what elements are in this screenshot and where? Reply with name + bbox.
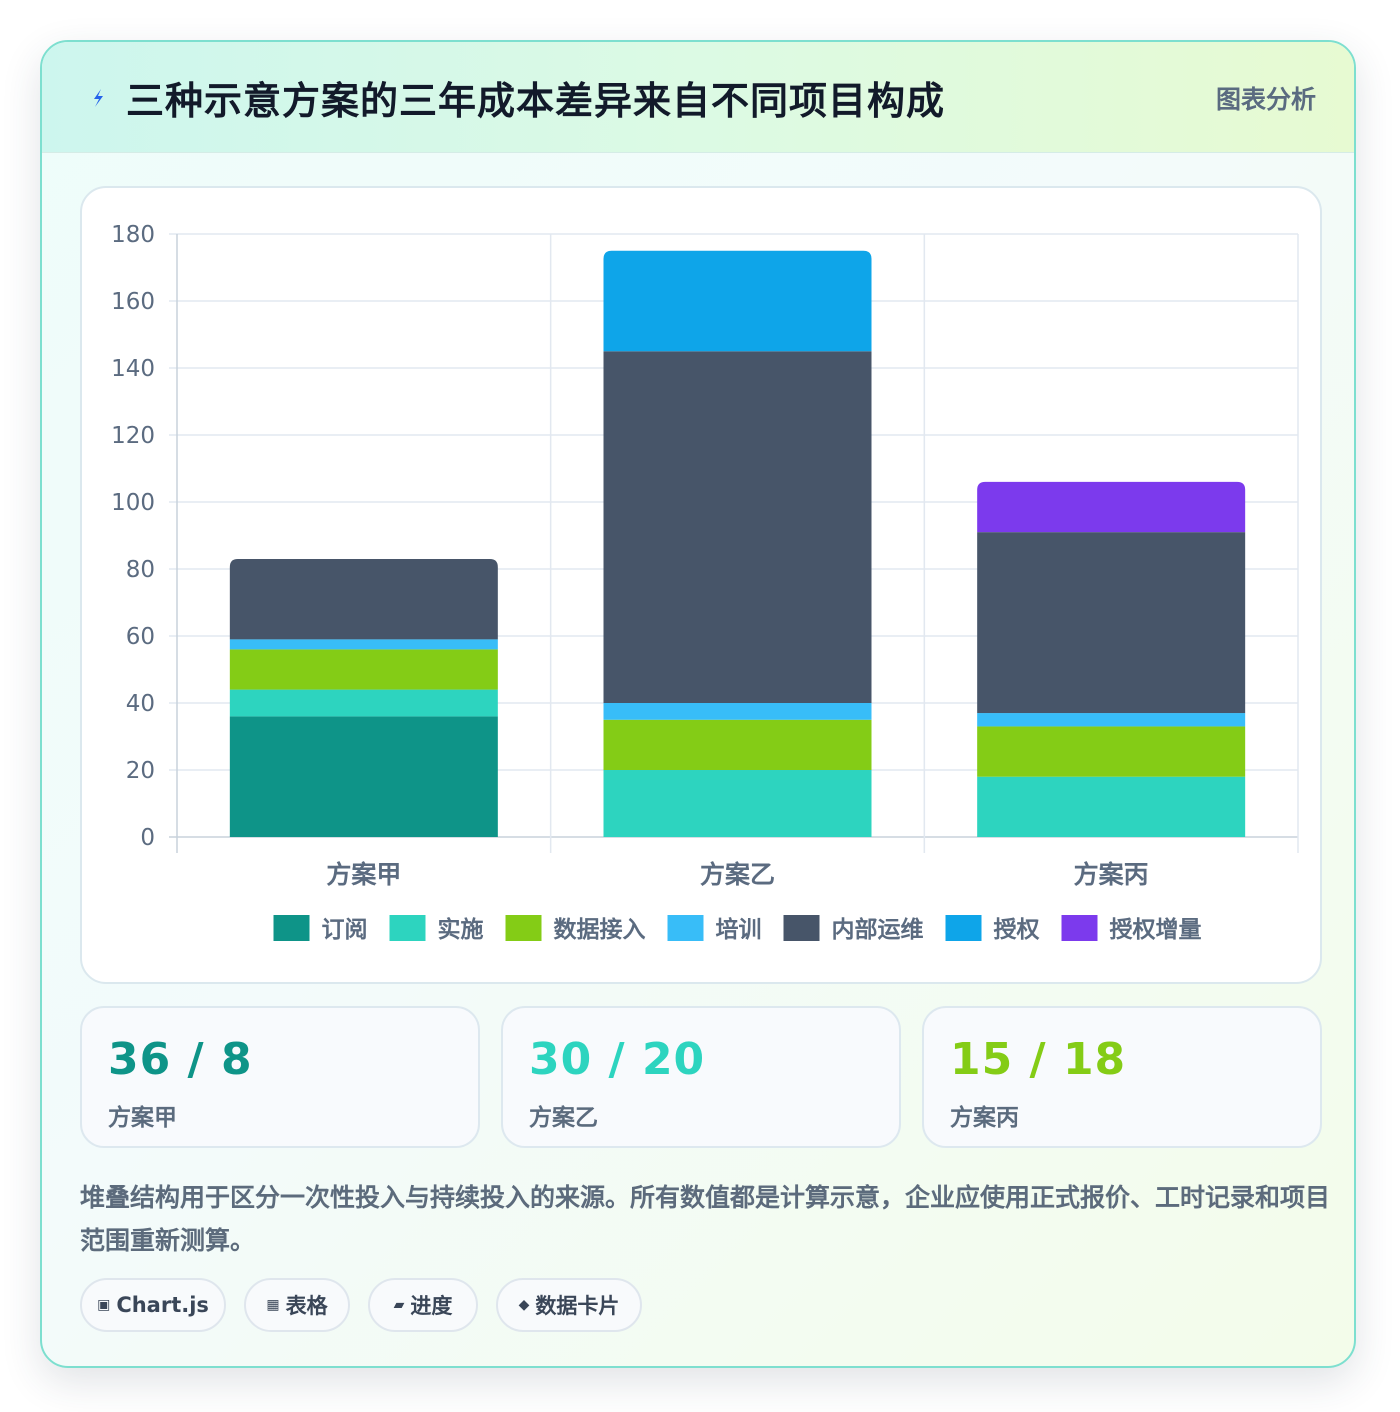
chart-card: 三种示意方案的三年成本差异来自不同项目构成 图表分析 0 20 40 60 80 100 1… — [40, 40, 1356, 1368]
bar-segment — [229, 558, 498, 640]
bar-segment — [977, 481, 1246, 533]
stat-cards: 36 / 8 方案甲 30 / 20 方案乙 15 / 18 方案丙 — [80, 1006, 1322, 1148]
legend-label: 订阅 — [322, 917, 368, 943]
lightning-icon — [94, 89, 103, 107]
chart-description: 堆叠结构用于区分一次性投入与持续投入的来源。所有数值都是计算示意，企业应使用正式… — [80, 1183, 1331, 1255]
stat-card: 36 / 8 方案甲 — [80, 1006, 480, 1148]
page-title: 三种示意方案的三年成本差异来自不同项目构成 — [126, 79, 946, 123]
tag-label: 数据卡片 — [535, 1294, 620, 1318]
bar-segment — [603, 719, 872, 770]
legend-swatch — [1061, 915, 1098, 941]
bar-segment — [229, 649, 498, 690]
tag-label: 表格 — [285, 1294, 328, 1318]
tag-list: ▣ Chart.js ▦ 表格 ▰ 进度 ◆ 数据卡片 — [80, 1278, 1320, 1334]
y-tick-label: 180 — [111, 222, 155, 248]
y-tick-label: 120 — [111, 423, 155, 449]
y-tick-label: 100 — [111, 490, 155, 516]
legend-swatch — [505, 915, 542, 941]
bar-segment — [977, 726, 1246, 777]
legend-swatch — [945, 915, 982, 941]
y-tick-label: 80 — [126, 557, 155, 583]
bar-segment — [603, 250, 872, 352]
tag-data-card[interactable]: ◆ 数据卡片 — [496, 1278, 642, 1332]
bar-segment — [977, 713, 1246, 727]
legend-swatch — [783, 915, 820, 941]
legend-label: 实施 — [438, 916, 484, 943]
x-tick-label: 方案丙 — [1074, 860, 1149, 889]
diamond-icon: ◆ — [518, 1297, 530, 1313]
stat-label: 方案乙 — [529, 1105, 598, 1131]
card-header: 三种示意方案的三年成本差异来自不同项目构成 图表分析 — [42, 42, 1354, 153]
stat-card: 30 / 20 方案乙 — [501, 1006, 901, 1148]
x-tick-label: 方案甲 — [326, 860, 401, 889]
bar-segment — [229, 716, 498, 837]
legend-label: 授权增量 — [1110, 916, 1202, 943]
y-tick-label: 60 — [126, 624, 155, 650]
y-tick-label: 160 — [111, 289, 155, 315]
bar-segment — [229, 639, 498, 650]
legend-swatch — [389, 915, 426, 941]
bar-segment — [603, 703, 872, 720]
tag-table[interactable]: ▦ 表格 — [244, 1278, 350, 1332]
legend-swatch — [273, 915, 310, 941]
tag-label: 进度 — [410, 1294, 453, 1318]
square-icon: ▣ — [97, 1297, 111, 1313]
legend-label: 内部运维 — [832, 916, 924, 943]
grid-icon: ▦ — [266, 1297, 280, 1313]
stat-label: 方案丙 — [950, 1105, 1019, 1131]
stat-value: 30 / 20 — [529, 1034, 706, 1085]
bar-segment — [977, 776, 1246, 837]
stat-value: 15 / 18 — [950, 1034, 1127, 1085]
y-tick-label: 140 — [111, 356, 155, 382]
stat-card: 15 / 18 方案丙 — [922, 1006, 1322, 1148]
bar-segment — [229, 689, 498, 717]
legend-label: 数据接入 — [554, 917, 646, 943]
y-tick-label: 40 — [126, 691, 155, 717]
y-tick-label: 0 — [140, 825, 155, 851]
bar-segment — [603, 770, 872, 837]
stat-label: 方案甲 — [108, 1105, 177, 1131]
tag-label: Chart.js — [116, 1293, 209, 1317]
tag-chartjs[interactable]: ▣ Chart.js — [80, 1278, 226, 1332]
y-tick-label: 20 — [126, 758, 155, 784]
progress-icon: ▰ — [393, 1297, 405, 1313]
legend-label: 授权 — [994, 917, 1040, 943]
chart-panel: 0 20 40 60 80 100 120 140 160 180 方案甲 方案乙 方案丙订阅 实施 数据接… — [80, 186, 1322, 984]
legend-label: 培训 — [716, 916, 762, 943]
x-tick-label: 方案乙 — [700, 860, 775, 889]
bar-segment — [977, 532, 1246, 714]
bar-segment — [603, 351, 872, 703]
chart-analysis-badge: 图表分析 — [1215, 85, 1316, 114]
stat-value: 36 / 8 — [108, 1034, 253, 1085]
legend-swatch — [667, 915, 704, 941]
tag-progress[interactable]: ▰ 进度 — [368, 1278, 478, 1332]
